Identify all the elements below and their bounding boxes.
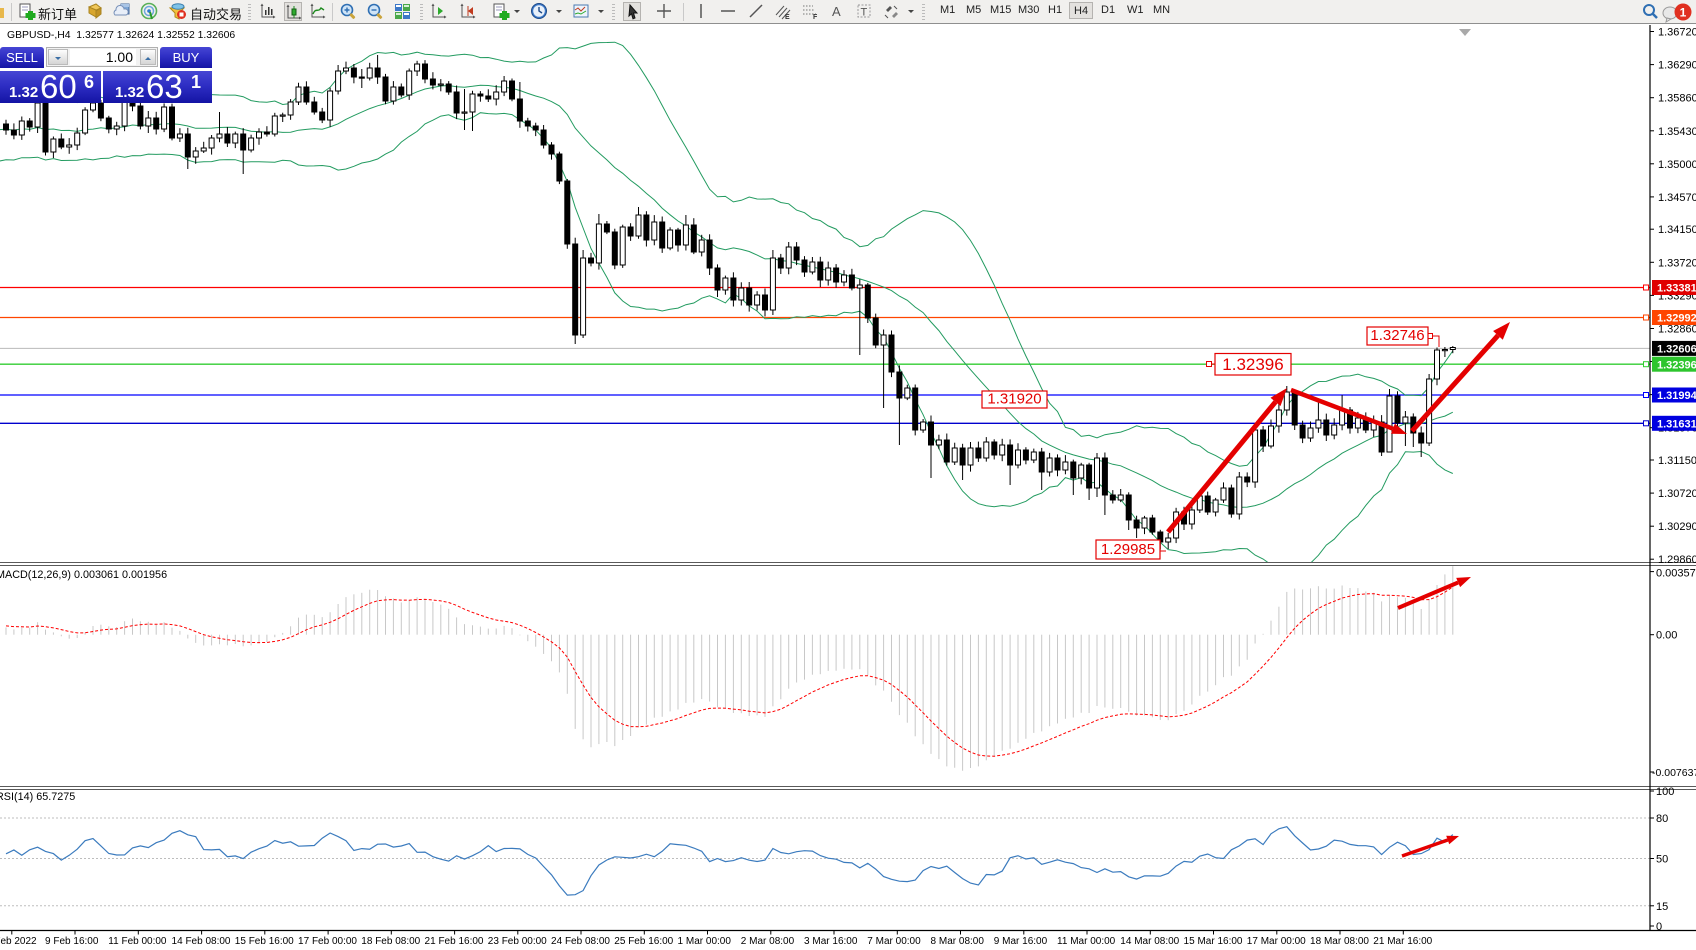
svg-text:18 Feb 08:00: 18 Feb 08:00 [361,936,420,947]
svg-text:9 Feb 16:00: 9 Feb 16:00 [45,936,99,947]
svg-text:T: T [861,7,868,19]
svg-text:18 Mar 08:00: 18 Mar 08:00 [1310,936,1369,947]
svg-text:1.33720: 1.33720 [1658,257,1696,269]
svg-text:0.00357: 0.00357 [1656,568,1696,580]
svg-text:1.31150: 1.31150 [1658,455,1696,467]
svg-text:21 Mar 16:00: 21 Mar 16:00 [1373,936,1432,947]
svg-text:1.32606: 1.32606 [1657,344,1696,356]
svg-text:1.30290: 1.30290 [1658,521,1696,533]
svg-text:1.31920: 1.31920 [987,391,1041,408]
svg-text:15 Mar 16:00: 15 Mar 16:00 [1184,936,1243,947]
svg-text:21 Feb 16:00: 21 Feb 16:00 [425,936,484,947]
svg-text:1.35860: 1.35860 [1658,93,1696,105]
svg-text:1.32396: 1.32396 [1657,359,1696,371]
svg-text:2 Mar 08:00: 2 Mar 08:00 [741,936,795,947]
svg-text:1.36290: 1.36290 [1658,60,1696,72]
svg-text:1.32746: 1.32746 [1370,327,1424,344]
svg-text:1.31631: 1.31631 [1657,419,1696,431]
svg-text:11 Feb 00:00: 11 Feb 00:00 [108,936,167,947]
svg-text:25 Feb 16:00: 25 Feb 16:00 [614,936,673,947]
svg-text:14 Feb 08:00: 14 Feb 08:00 [172,936,231,947]
svg-text:23 Feb 00:00: 23 Feb 00:00 [488,936,547,947]
svg-text:7 Mar 00:00: 7 Mar 00:00 [867,936,921,947]
svg-text:1.32992: 1.32992 [1657,313,1696,325]
svg-text:14 Mar 08:00: 14 Mar 08:00 [1120,936,1179,947]
svg-text:1.29860: 1.29860 [1658,554,1696,566]
svg-text:50: 50 [1656,854,1668,866]
svg-text:80: 80 [1656,813,1668,825]
svg-text:15: 15 [1656,901,1668,913]
svg-text:17 Mar 00:00: 17 Mar 00:00 [1247,936,1306,947]
svg-text:17 Feb 00:00: 17 Feb 00:00 [298,936,357,947]
svg-text:1.31994: 1.31994 [1657,390,1696,402]
svg-text:-0.007637: -0.007637 [1652,767,1696,779]
svg-text:8 Feb 2022: 8 Feb 2022 [0,936,37,947]
svg-text:F: F [813,14,818,21]
svg-text:1: 1 [1680,6,1687,20]
svg-text:15 Feb 16:00: 15 Feb 16:00 [235,936,294,947]
svg-text:0.00: 0.00 [1656,630,1677,642]
svg-text:1.36720: 1.36720 [1658,27,1696,39]
svg-text:100: 100 [1656,786,1674,798]
svg-text:RSI(14) 65.7275: RSI(14) 65.7275 [0,791,75,803]
svg-text:9 Mar 16:00: 9 Mar 16:00 [994,936,1048,947]
svg-text:1.30720: 1.30720 [1658,488,1696,500]
svg-text:24 Feb 08:00: 24 Feb 08:00 [551,936,610,947]
svg-text:1.32396: 1.32396 [1222,355,1283,374]
svg-text:8 Mar 08:00: 8 Mar 08:00 [931,936,985,947]
svg-text:A: A [832,4,841,19]
svg-text:0: 0 [1656,921,1662,933]
svg-text:E: E [785,14,790,21]
svg-text:11 Mar 00:00: 11 Mar 00:00 [1057,936,1116,947]
svg-text:3 Mar 16:00: 3 Mar 16:00 [804,936,858,947]
svg-text:1.34150: 1.34150 [1658,224,1696,236]
svg-text:1.33381: 1.33381 [1657,283,1696,295]
svg-text:GBPUSD-,H4 1.32577 1.32624 1.: GBPUSD-,H4 1.32577 1.32624 1.32552 1.326… [7,30,235,41]
svg-text:1.35430: 1.35430 [1658,126,1696,138]
svg-text:1.32860: 1.32860 [1658,323,1696,335]
svg-text:1.29985: 1.29985 [1101,541,1155,558]
svg-text:1.35000: 1.35000 [1658,159,1696,171]
svg-text:1.34570: 1.34570 [1658,192,1696,204]
svg-text:MACD(12,26,9) 0.003061 0.00195: MACD(12,26,9) 0.003061 0.001956 [0,569,167,581]
svg-text:1 Mar 00:00: 1 Mar 00:00 [678,936,732,947]
